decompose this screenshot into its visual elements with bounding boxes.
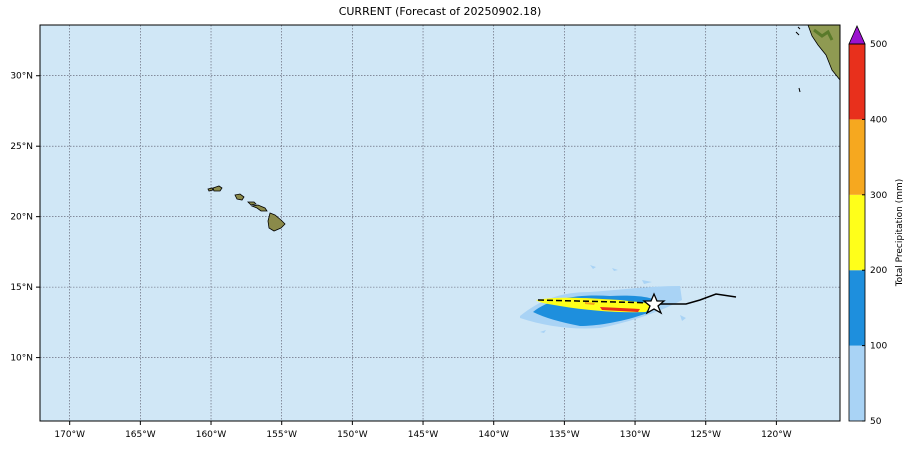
lon-tick-label: 155°W xyxy=(266,430,297,440)
map-frame xyxy=(39,24,841,422)
colorbar-frame xyxy=(848,43,866,422)
colorbar-segment xyxy=(849,345,865,421)
colorbar-tick-label: 500 xyxy=(870,40,887,50)
lat-tick-label: 30°N xyxy=(10,72,33,82)
graticule xyxy=(40,25,840,421)
storm-track xyxy=(537,293,737,305)
precipitation-swath xyxy=(520,265,686,333)
lat-tick-label: 10°N xyxy=(10,354,33,364)
colorbar-segment xyxy=(849,194,865,271)
colorbar-extend xyxy=(848,25,866,45)
ocean xyxy=(40,25,840,421)
lat-tick-label: 15°N xyxy=(10,283,33,293)
colorbar-segment xyxy=(849,119,865,195)
lon-tick-label: 160°W xyxy=(196,430,227,440)
colorbar: 50 100 200 300 400 500 Total Precipitation (mm… xyxy=(848,25,905,427)
colorbar-tick-label: 300 xyxy=(870,191,887,201)
colorbar-title: Total Precipitation (mm) xyxy=(895,179,905,288)
lon-tick-label: 140°W xyxy=(478,430,509,440)
map-title: CURRENT (Forecast of 20250902.18) xyxy=(339,5,542,18)
lon-tick-label: 150°W xyxy=(337,430,368,440)
colorbar-segment xyxy=(849,270,865,346)
colorbar-segment xyxy=(849,44,865,120)
lon-tick-label: 145°W xyxy=(408,430,439,440)
lon-tick-label: 125°W xyxy=(690,430,721,440)
lon-tick-label: 170°W xyxy=(54,430,85,440)
lat-tick-label: 25°N xyxy=(10,142,33,152)
hawaii-islands xyxy=(207,185,286,232)
colorbar-tick-label: 400 xyxy=(870,115,887,125)
colorbar-tick-label: 100 xyxy=(870,342,887,352)
colorbar-tick-label: 50 xyxy=(870,417,882,427)
storm-position xyxy=(642,292,666,315)
lon-tick-label: 135°W xyxy=(549,430,580,440)
colorbar-tick-label: 200 xyxy=(870,266,887,276)
lon-tick-label: 120°W xyxy=(761,430,792,440)
lat-tick-label: 20°N xyxy=(10,213,33,223)
lon-tick-label: 165°W xyxy=(125,430,156,440)
lon-tick-label: 130°W xyxy=(620,430,651,440)
